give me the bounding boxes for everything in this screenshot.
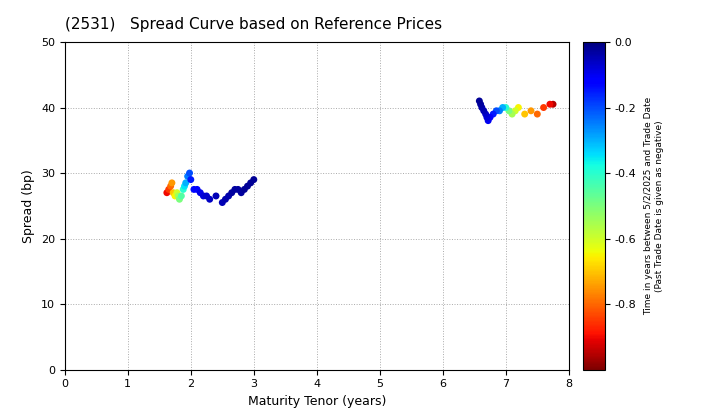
Point	[519, 111, 531, 118]
Point	[485, 114, 496, 121]
Point	[474, 97, 485, 104]
Point	[176, 193, 187, 199]
Point	[184, 170, 195, 176]
Point	[204, 196, 215, 202]
Point	[500, 104, 511, 111]
Point	[547, 101, 559, 108]
Point	[222, 193, 234, 199]
Point	[510, 108, 521, 114]
Point	[506, 111, 518, 118]
Point	[226, 189, 238, 196]
Point	[233, 186, 244, 193]
Point	[182, 173, 194, 180]
Point	[494, 108, 505, 114]
Point	[248, 176, 259, 183]
Point	[177, 186, 189, 193]
Point	[174, 196, 185, 202]
Point	[201, 193, 212, 199]
Point	[480, 111, 491, 118]
Point	[490, 108, 502, 114]
Point	[192, 186, 203, 193]
Point	[163, 186, 174, 193]
Point	[544, 101, 556, 108]
Point	[235, 189, 247, 196]
Point	[526, 108, 537, 114]
Text: (2531)   Spread Curve based on Reference Prices: (2531) Spread Curve based on Reference P…	[65, 17, 442, 32]
Point	[165, 183, 176, 189]
Point	[210, 193, 222, 199]
Point	[180, 179, 192, 186]
Point	[217, 199, 228, 206]
Point	[497, 104, 508, 111]
Point	[229, 186, 240, 193]
Point	[531, 111, 543, 118]
Point	[220, 196, 231, 202]
Point	[238, 186, 250, 193]
Point	[167, 189, 179, 196]
Point	[475, 101, 487, 108]
Point	[188, 186, 199, 193]
Point	[478, 108, 490, 114]
Point	[185, 176, 197, 183]
Text: Time in years between 5/2/2025 and Trade Date
(Past Trade Date is given as negat: Time in years between 5/2/2025 and Trade…	[644, 97, 664, 315]
Point	[476, 104, 487, 111]
Y-axis label: Spread (bp): Spread (bp)	[22, 169, 35, 243]
Point	[173, 193, 184, 199]
Point	[194, 189, 206, 196]
Point	[245, 179, 256, 186]
Point	[179, 183, 190, 189]
X-axis label: Maturity Tenor (years): Maturity Tenor (years)	[248, 395, 386, 408]
Point	[481, 114, 492, 121]
Point	[487, 111, 499, 118]
Point	[171, 189, 183, 196]
Point	[538, 104, 549, 111]
Point	[169, 193, 181, 199]
Point	[161, 189, 173, 196]
Point	[197, 193, 209, 199]
Point	[513, 104, 524, 111]
Point	[242, 183, 253, 189]
Point	[482, 117, 494, 124]
Point	[503, 108, 515, 114]
Point	[166, 179, 178, 186]
